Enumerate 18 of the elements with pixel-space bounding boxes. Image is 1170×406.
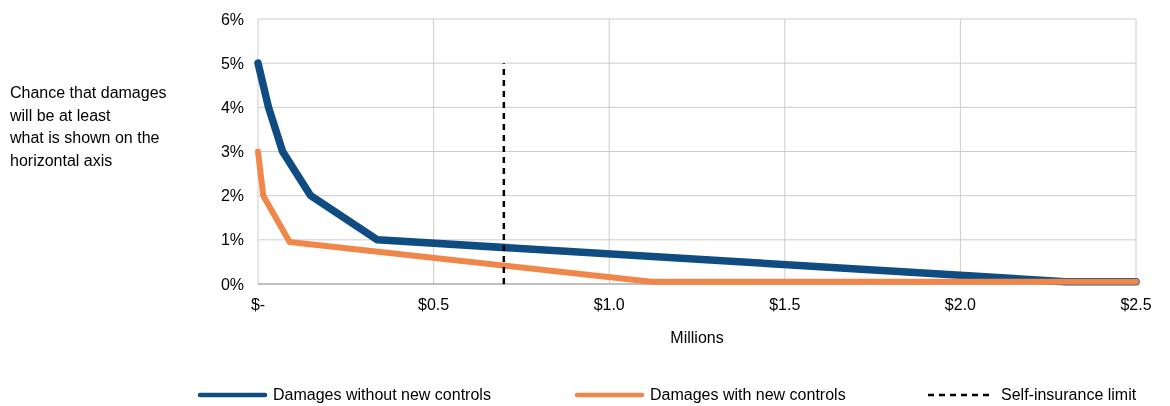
y-tick-label: 0%	[220, 275, 244, 293]
legend-label: Damages with new controls	[650, 386, 846, 403]
y-tick-label: 5%	[220, 54, 244, 72]
x-axis-title: Millions	[670, 329, 724, 346]
y-tick-label: 1%	[220, 231, 244, 249]
y-tick-label: 6%	[220, 10, 244, 28]
y-tick-label: 4%	[220, 98, 244, 116]
x-tick-label: $0.5	[418, 296, 450, 313]
x-tick-label: $1.0	[593, 296, 625, 313]
y-tick-label: 2%	[220, 187, 244, 205]
legend-label: Self-insurance limit	[1001, 386, 1137, 403]
y-axis-title: Chance that damages will be at least what is shown on the horizontal axis	[9, 84, 167, 169]
x-tick-label: $-	[250, 296, 266, 313]
x-tick-label: $2.5	[1120, 296, 1152, 313]
x-tick-label: $1.5	[769, 296, 801, 313]
legend-label: Damages without new controls	[273, 386, 491, 403]
x-tick-label: $2.0	[944, 296, 977, 313]
y-tick-label: 3%	[220, 143, 244, 161]
